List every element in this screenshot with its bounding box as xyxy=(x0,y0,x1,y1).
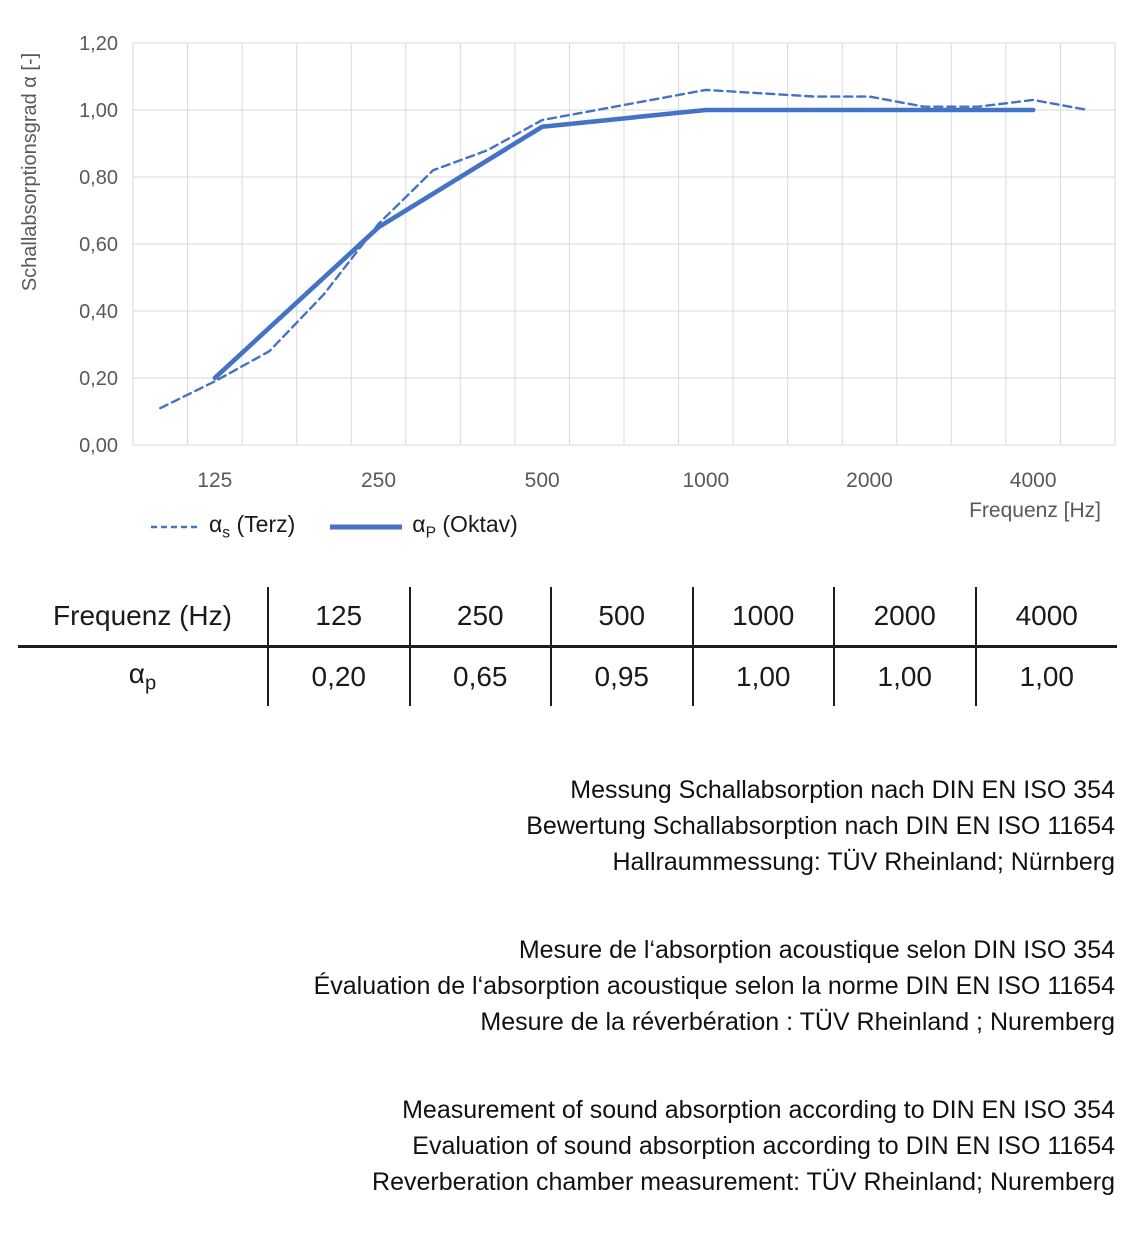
note-block-english: Measurement of sound absorption accordin… xyxy=(0,1092,1115,1200)
table-header-cell: 500 xyxy=(550,587,693,648)
x-tick-label: 500 xyxy=(525,469,560,492)
chart-canvas: 0,00 0,20 0,40 0,60 0,80 1,00 1,20 125 250 500 100… xyxy=(19,33,1116,492)
table-header-cell: Frequenz (Hz) xyxy=(18,587,268,648)
table-header-cell: 125 xyxy=(267,587,410,648)
note-line: Évaluation de l‘absorption acoustique se… xyxy=(313,972,1115,1000)
alpha-frequency-table: Frequenz (Hz) 125 250 500 1000 2000 4000… xyxy=(18,587,1117,706)
measurement-notes: Messung Schallabsorption nach DIN EN ISO… xyxy=(0,772,1135,1200)
table-header-cell: 4000 xyxy=(974,587,1117,648)
x-tick-label: 4000 xyxy=(1010,469,1057,492)
table-cell: 0,95 xyxy=(550,646,693,706)
note-block-french: Mesure de l‘absorption acoustique selon … xyxy=(0,932,1115,1040)
y-tick-label: 0,80 xyxy=(79,167,118,189)
y-tick-label: 0,60 xyxy=(79,234,118,256)
table-header-row: Frequenz (Hz) 125 250 500 1000 2000 4000 xyxy=(18,587,1117,648)
x-tick-label: 250 xyxy=(361,469,396,492)
series-line-oktav xyxy=(212,107,1036,381)
dashed-line-swatch-icon xyxy=(151,525,199,529)
x-tick-label: 1000 xyxy=(682,469,729,492)
legend-label-terz: αs (Terz) xyxy=(209,511,296,542)
alpha-p-symbol: αp xyxy=(128,658,157,695)
table-header-cell: 1000 xyxy=(691,587,834,648)
series-line-terz xyxy=(159,88,1089,410)
note-line: Messung Schallabsorption nach DIN EN ISO… xyxy=(570,776,1115,804)
note-line: Mesure de la réverbération : TÜV Rheinla… xyxy=(480,1008,1115,1036)
y-tick-label: 0,00 xyxy=(79,435,118,457)
sound-absorption-chart: 0,00 0,20 0,40 0,60 0,80 1,00 1,20 125 250 500 100… xyxy=(0,0,1135,497)
note-line: Mesure de l‘absorption acoustique selon … xyxy=(518,936,1115,964)
note-line: Hallraummessung: TÜV Rheinland; Nürnberg xyxy=(612,848,1115,876)
chart-legend: αs (Terz) αP (Oktav) xyxy=(150,511,518,543)
x-tick-label: 125 xyxy=(197,469,232,492)
table-cell: 1,00 xyxy=(974,646,1117,706)
note-line: Evaluation of sound absorption according… xyxy=(412,1132,1115,1160)
table-header-cell: 250 xyxy=(408,587,551,648)
legend-item-oktav: αP (Oktav) xyxy=(329,511,518,543)
y-tick-label: 1,00 xyxy=(79,100,118,122)
table-cell: 1,00 xyxy=(833,646,976,706)
note-line: Bewertung Schallabsorption nach DIN EN I… xyxy=(526,812,1115,840)
chart-legend-row: Frequenz [Hz] αs (Terz) αP (Oktav) xyxy=(0,497,1135,559)
y-tick-label: 0,40 xyxy=(79,301,118,323)
table-header-cell: 2000 xyxy=(833,587,976,648)
table-cell: 0,20 xyxy=(267,646,410,706)
frequency-table-section: Frequenz (Hz) 125 250 500 1000 2000 4000… xyxy=(18,587,1117,706)
legend-item-terz: αs (Terz) xyxy=(150,511,295,543)
note-line: Measurement of sound absorption accordin… xyxy=(402,1096,1115,1124)
legend-label-oktav: αP (Oktav) xyxy=(412,511,518,542)
table-cell: 1,00 xyxy=(691,646,834,706)
y-axis-title: Schallabsorptionsgrad α [-] xyxy=(19,53,41,291)
table-cell: 0,65 xyxy=(408,646,551,706)
solid-line-swatch-icon xyxy=(330,524,403,530)
y-tick-label: 0,20 xyxy=(79,368,118,390)
x-axis-title: Frequenz [Hz] xyxy=(969,499,1101,522)
note-line: Reverberation chamber measurement: TÜV R… xyxy=(372,1168,1115,1196)
y-tick-label: 1,20 xyxy=(79,33,118,55)
note-block-german: Messung Schallabsorption nach DIN EN ISO… xyxy=(0,772,1115,880)
x-tick-label: 2000 xyxy=(846,469,893,492)
table-value-row: αp 0,20 0,65 0,95 1,00 1,00 1,00 xyxy=(18,646,1117,706)
